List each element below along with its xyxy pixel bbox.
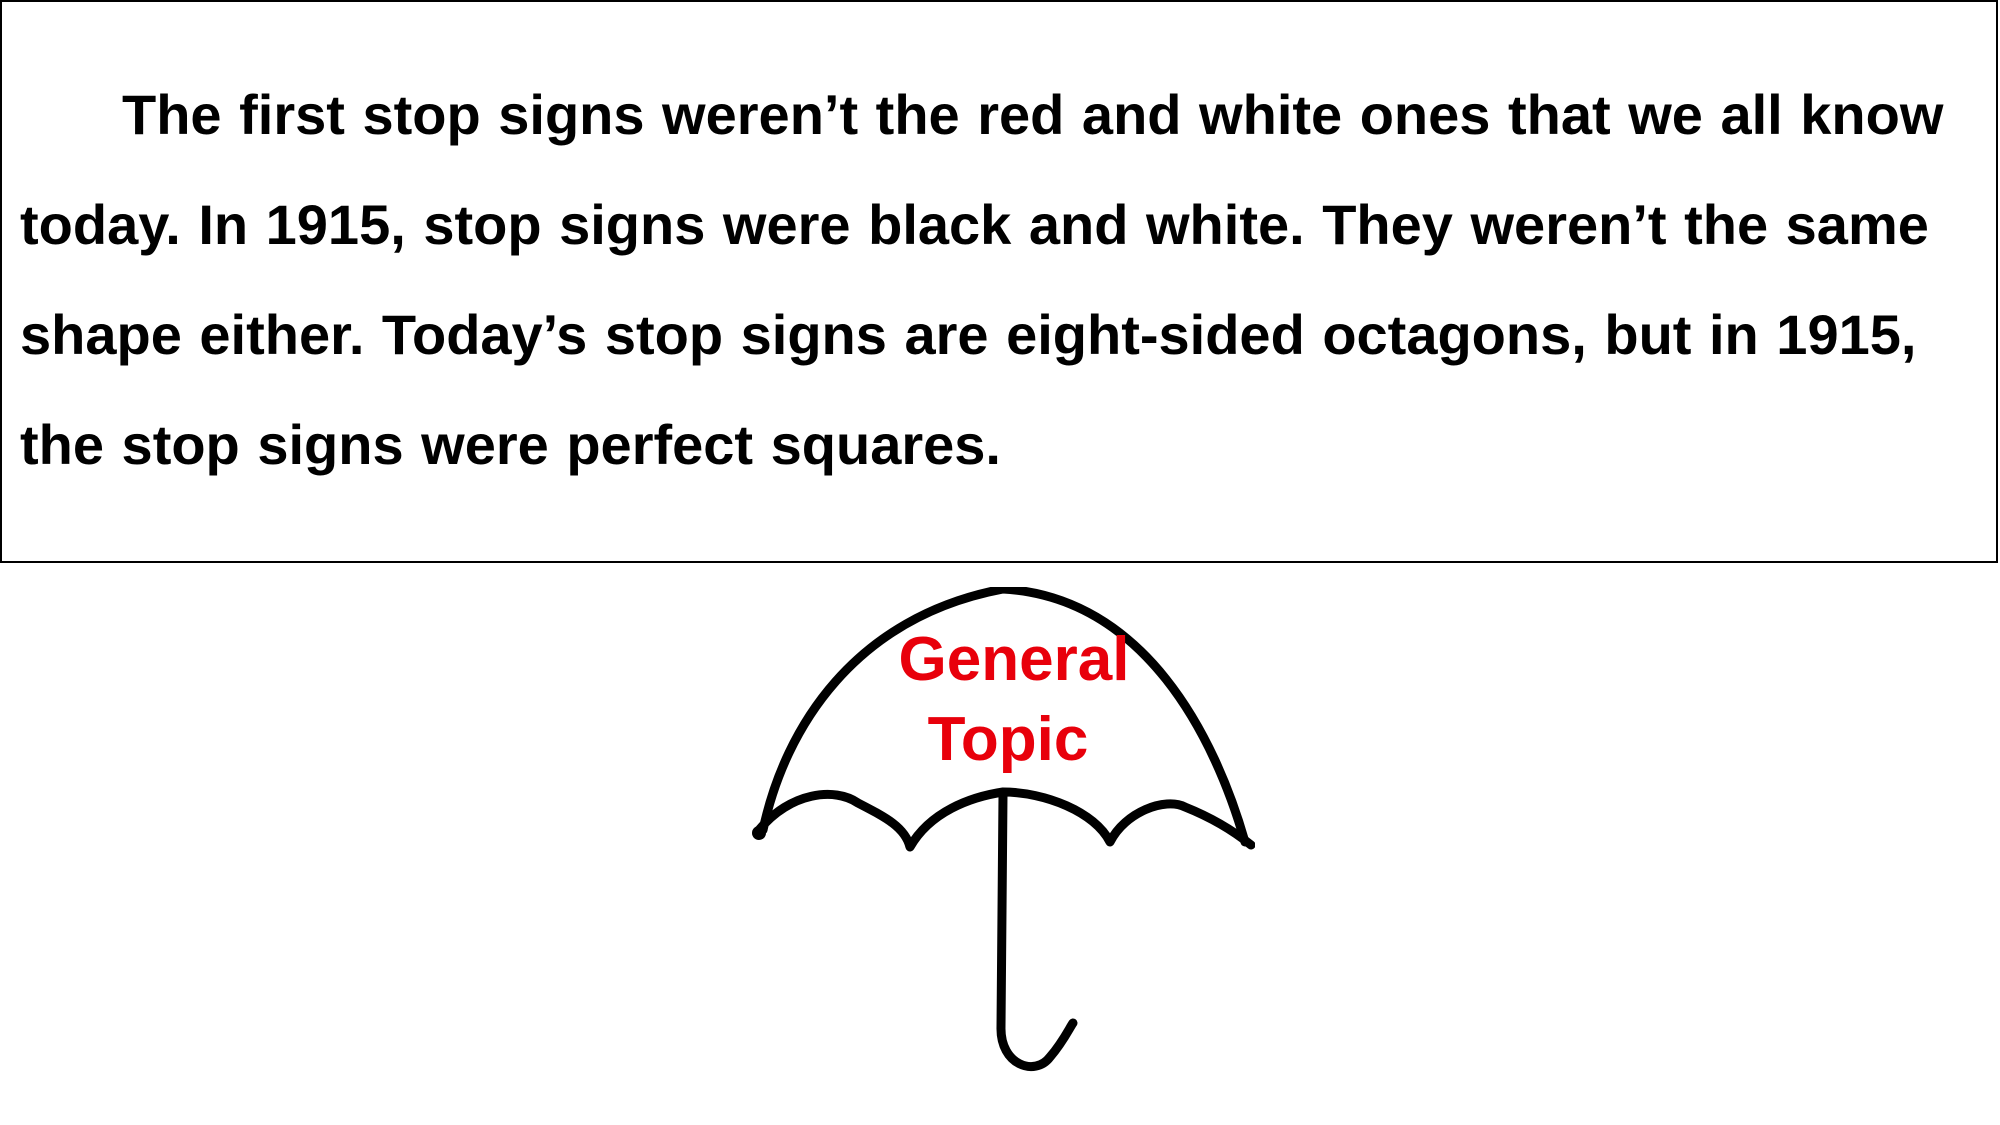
topic-label-line-1: General [898,625,1130,694]
umbrella-canopy-icon [758,587,1250,847]
umbrella-tip-icon [752,826,766,840]
passage-text: The first stop signs weren’t the red and… [20,83,1944,476]
umbrella-graphic: General Topic [745,587,1255,1087]
passage-box: The first stop signs weren’t the red and… [0,0,1998,563]
umbrella-shaft-icon [996,790,1078,1071]
umbrella-icon [752,587,1255,1071]
topic-label-line-2: Topic [927,705,1089,774]
